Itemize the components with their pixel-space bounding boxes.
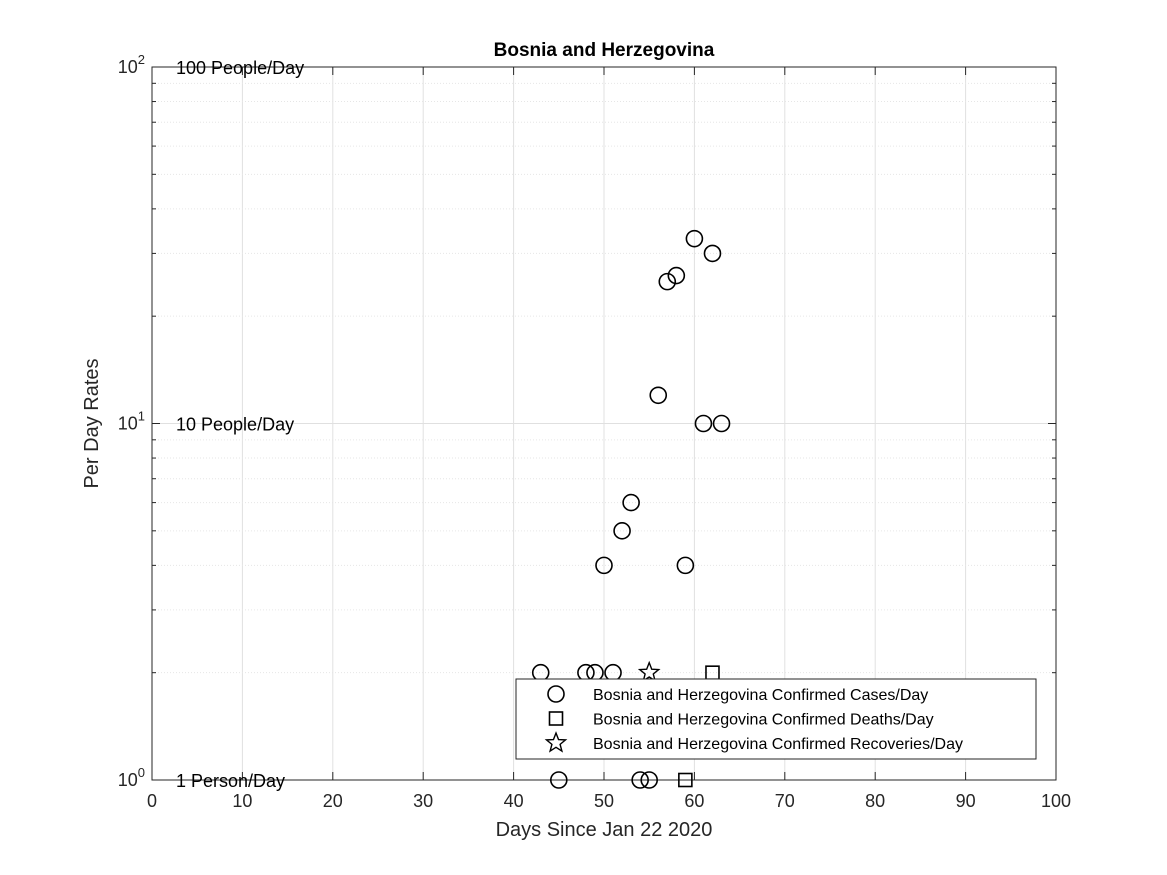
- reference-label: 10 People/Day: [176, 415, 294, 435]
- data-point-circle: [531, 663, 550, 682]
- x-tick-label: 20: [323, 791, 343, 811]
- x-tick-label: 0: [147, 791, 157, 811]
- data-point-circle: [712, 414, 731, 433]
- legend-marker-circle: [547, 685, 565, 703]
- x-axis-title: Days Since Jan 22 2020: [496, 819, 713, 841]
- reference-label: 1 Person/Day: [176, 771, 285, 791]
- y-tick-label: 100: [118, 765, 145, 790]
- data-point-circle: [586, 663, 604, 682]
- data-point-circle: [622, 493, 640, 512]
- y-tick-label: 101: [118, 409, 145, 434]
- chart-title: Bosnia and Herzegovina: [494, 40, 715, 61]
- x-tick-label: 50: [594, 791, 614, 811]
- legend-marker-star: [544, 731, 568, 753]
- legend-label: Bosnia and Herzegovina Confirmed Deaths/…: [593, 712, 934, 729]
- data-point-circle: [604, 663, 622, 682]
- data-point-circle: [577, 663, 595, 682]
- x-tick-label: 90: [956, 791, 976, 811]
- data-point-circle: [703, 244, 722, 263]
- data-point-circle: [595, 556, 613, 575]
- x-tick-label: 100: [1041, 791, 1071, 811]
- legend: Bosnia and Herzegovina Confirmed Cases/D…: [515, 678, 1037, 760]
- data-point-square: [678, 772, 693, 788]
- x-tick-label: 60: [684, 791, 704, 811]
- data-markers: [531, 229, 731, 789]
- data-point-circle: [667, 266, 686, 285]
- reference-labels: 100 People/Day 10 People/Day 1 Person/Day: [176, 58, 304, 791]
- ticks: 0 10 20 30 40 50 60 70 80 90 100 100 101 102: [118, 52, 1071, 811]
- legend-marker-square: [548, 711, 564, 726]
- legend-box: [515, 678, 1037, 760]
- y-tick-label: 102: [118, 52, 145, 77]
- data-point-star: [637, 660, 661, 683]
- y-axis-title: Per Day Rates: [81, 358, 103, 488]
- legend-label: Bosnia and Herzegovina Confirmed Recover…: [593, 736, 963, 753]
- data-point-circle: [694, 414, 713, 433]
- x-tick-label: 10: [232, 791, 252, 811]
- data-point-circle: [676, 556, 695, 575]
- data-point-circle: [613, 522, 631, 540]
- reference-label: 100 People/Day: [176, 58, 304, 78]
- data-point-circle: [685, 229, 704, 248]
- data-point-circle: [640, 771, 659, 789]
- legend-label: Bosnia and Herzegovina Confirmed Cases/D…: [593, 687, 928, 704]
- x-tick-label: 30: [413, 791, 433, 811]
- x-tick-label: 80: [865, 791, 885, 811]
- data-point-circle: [658, 272, 677, 291]
- data-point-circle: [631, 771, 649, 789]
- x-tick-label: 70: [775, 791, 795, 811]
- x-tick-label: 40: [504, 791, 524, 811]
- data-point-circle: [649, 386, 668, 405]
- data-point-circle: [549, 771, 568, 789]
